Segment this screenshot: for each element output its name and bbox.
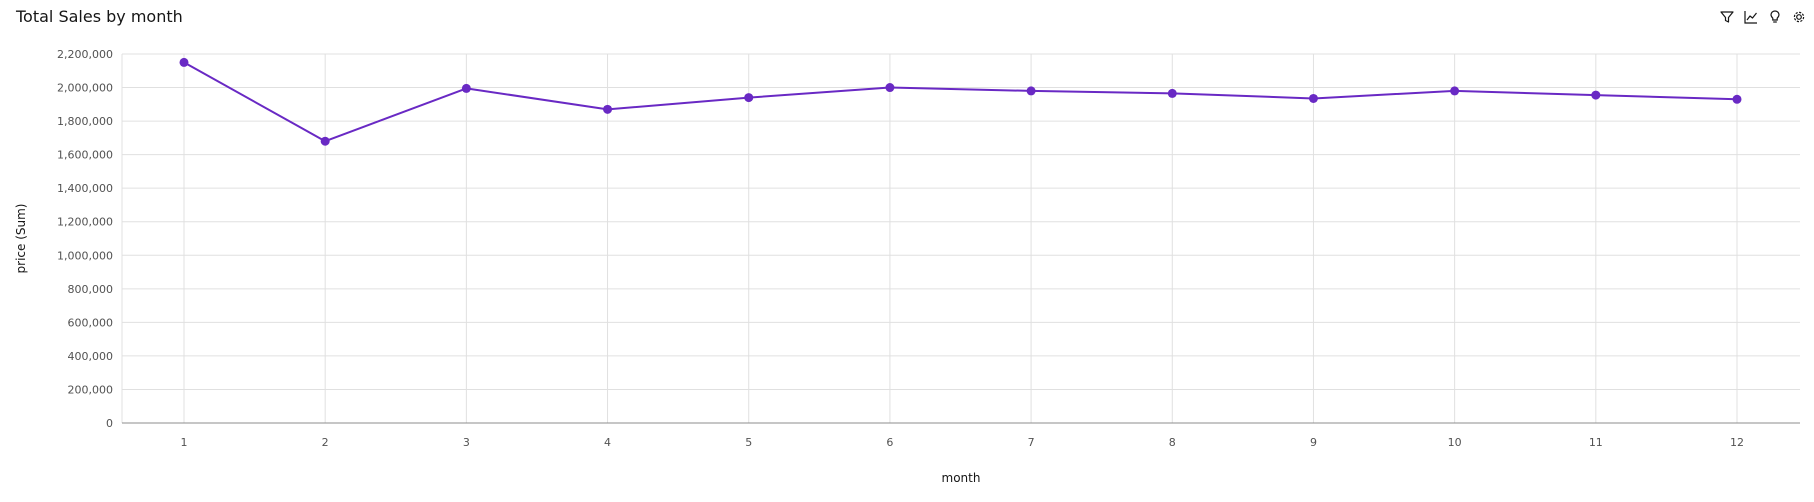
x-tick-label: 7 bbox=[1028, 436, 1035, 449]
line-chart: 0 200,000 400,000 600,000 800,000 1,000,000 1,… bbox=[14, 48, 1800, 485]
filter-button[interactable] bbox=[1718, 8, 1736, 26]
y-tick-label: 1,400,000 bbox=[57, 182, 113, 195]
lightbulb-icon bbox=[1767, 9, 1783, 25]
series bbox=[179, 57, 1742, 146]
x-tick-label: 9 bbox=[1310, 436, 1317, 449]
line-chart-icon bbox=[1743, 9, 1759, 25]
data-point[interactable] bbox=[1450, 86, 1460, 96]
y-tick-label: 1,000,000 bbox=[57, 249, 113, 262]
series-line bbox=[183, 61, 1738, 143]
y-tick-label: 1,600,000 bbox=[57, 149, 113, 162]
y-tick-label: 800,000 bbox=[68, 283, 114, 296]
data-point[interactable] bbox=[603, 104, 613, 114]
data-point[interactable] bbox=[1026, 86, 1036, 96]
x-tick-label: 3 bbox=[463, 436, 470, 449]
settings-icon bbox=[1791, 9, 1807, 25]
chart-title: Total Sales by month bbox=[16, 7, 183, 26]
x-tick-label: 4 bbox=[604, 436, 611, 449]
data-point[interactable] bbox=[179, 57, 189, 67]
data-point[interactable] bbox=[744, 93, 754, 103]
data-point[interactable] bbox=[1167, 88, 1177, 98]
axes: 0 200,000 400,000 600,000 800,000 1,000,000 1,… bbox=[57, 48, 1800, 449]
data-point[interactable] bbox=[885, 83, 895, 93]
settings-button[interactable] bbox=[1790, 8, 1808, 26]
data-point[interactable] bbox=[320, 136, 330, 146]
filter-icon bbox=[1719, 9, 1735, 25]
x-tick-label: 11 bbox=[1589, 436, 1603, 449]
x-tick-label: 6 bbox=[886, 436, 893, 449]
data-point[interactable] bbox=[461, 83, 471, 93]
data-point[interactable] bbox=[1732, 94, 1742, 104]
y-axis-title: price (Sum) bbox=[14, 204, 28, 274]
grid bbox=[122, 53, 1800, 423]
x-tick-label: 2 bbox=[322, 436, 329, 449]
y-tick-label: 1,200,000 bbox=[57, 216, 113, 229]
y-tick-label: 0 bbox=[106, 417, 113, 430]
x-tick-label: 1 bbox=[181, 436, 188, 449]
x-tick-label: 10 bbox=[1448, 436, 1462, 449]
x-tick-label: 8 bbox=[1169, 436, 1176, 449]
chart-toolbar bbox=[1718, 8, 1808, 26]
data-point[interactable] bbox=[1308, 93, 1318, 103]
y-tick-label: 200,000 bbox=[68, 383, 114, 396]
data-point[interactable] bbox=[1591, 90, 1601, 100]
y-tick-label: 2,200,000 bbox=[57, 48, 113, 61]
y-tick-label: 600,000 bbox=[68, 316, 114, 329]
y-tick-label: 1,800,000 bbox=[57, 115, 113, 128]
x-axis-title: month bbox=[942, 471, 981, 485]
y-tick-label: 2,000,000 bbox=[57, 82, 113, 95]
y-tick-label: 400,000 bbox=[68, 350, 114, 363]
x-tick-label: 5 bbox=[745, 436, 752, 449]
x-tick-label: 12 bbox=[1730, 436, 1744, 449]
chart-type-button[interactable] bbox=[1742, 8, 1760, 26]
insights-button[interactable] bbox=[1766, 8, 1784, 26]
